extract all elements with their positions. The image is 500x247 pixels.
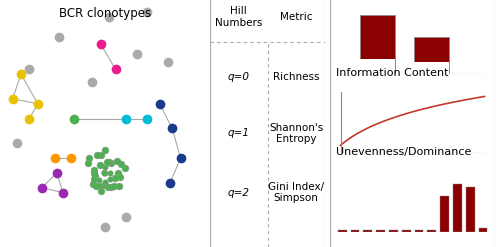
Bar	[414, 38, 450, 74]
Bar	[414, 230, 424, 232]
Text: Metric: Metric	[280, 12, 312, 22]
Bar	[389, 230, 398, 232]
Text: Gini Index/
Simpson: Gini Index/ Simpson	[268, 182, 324, 204]
Bar	[376, 230, 385, 232]
Bar	[466, 187, 474, 232]
Text: Information Content: Information Content	[336, 68, 448, 79]
Text: Unevenness/Dominance: Unevenness/Dominance	[336, 147, 471, 158]
Text: Shannon's
Entropy: Shannon's Entropy	[269, 123, 324, 144]
Bar	[478, 228, 488, 232]
Bar	[453, 184, 462, 232]
Bar	[440, 196, 449, 232]
Bar	[360, 60, 395, 74]
Bar	[338, 230, 346, 232]
Bar	[428, 230, 436, 232]
Text: Hill
Numbers: Hill Numbers	[215, 6, 262, 28]
Text: q=2: q=2	[228, 188, 250, 198]
Text: q=1: q=1	[228, 128, 250, 138]
Bar	[350, 230, 360, 232]
Bar	[360, 15, 395, 74]
Bar	[364, 230, 372, 232]
Bar	[414, 62, 450, 74]
Text: q=0: q=0	[228, 72, 250, 82]
Text: Richness: Richness	[273, 72, 320, 82]
Bar	[402, 230, 410, 232]
Text: BCR clonotypes: BCR clonotypes	[59, 7, 151, 21]
